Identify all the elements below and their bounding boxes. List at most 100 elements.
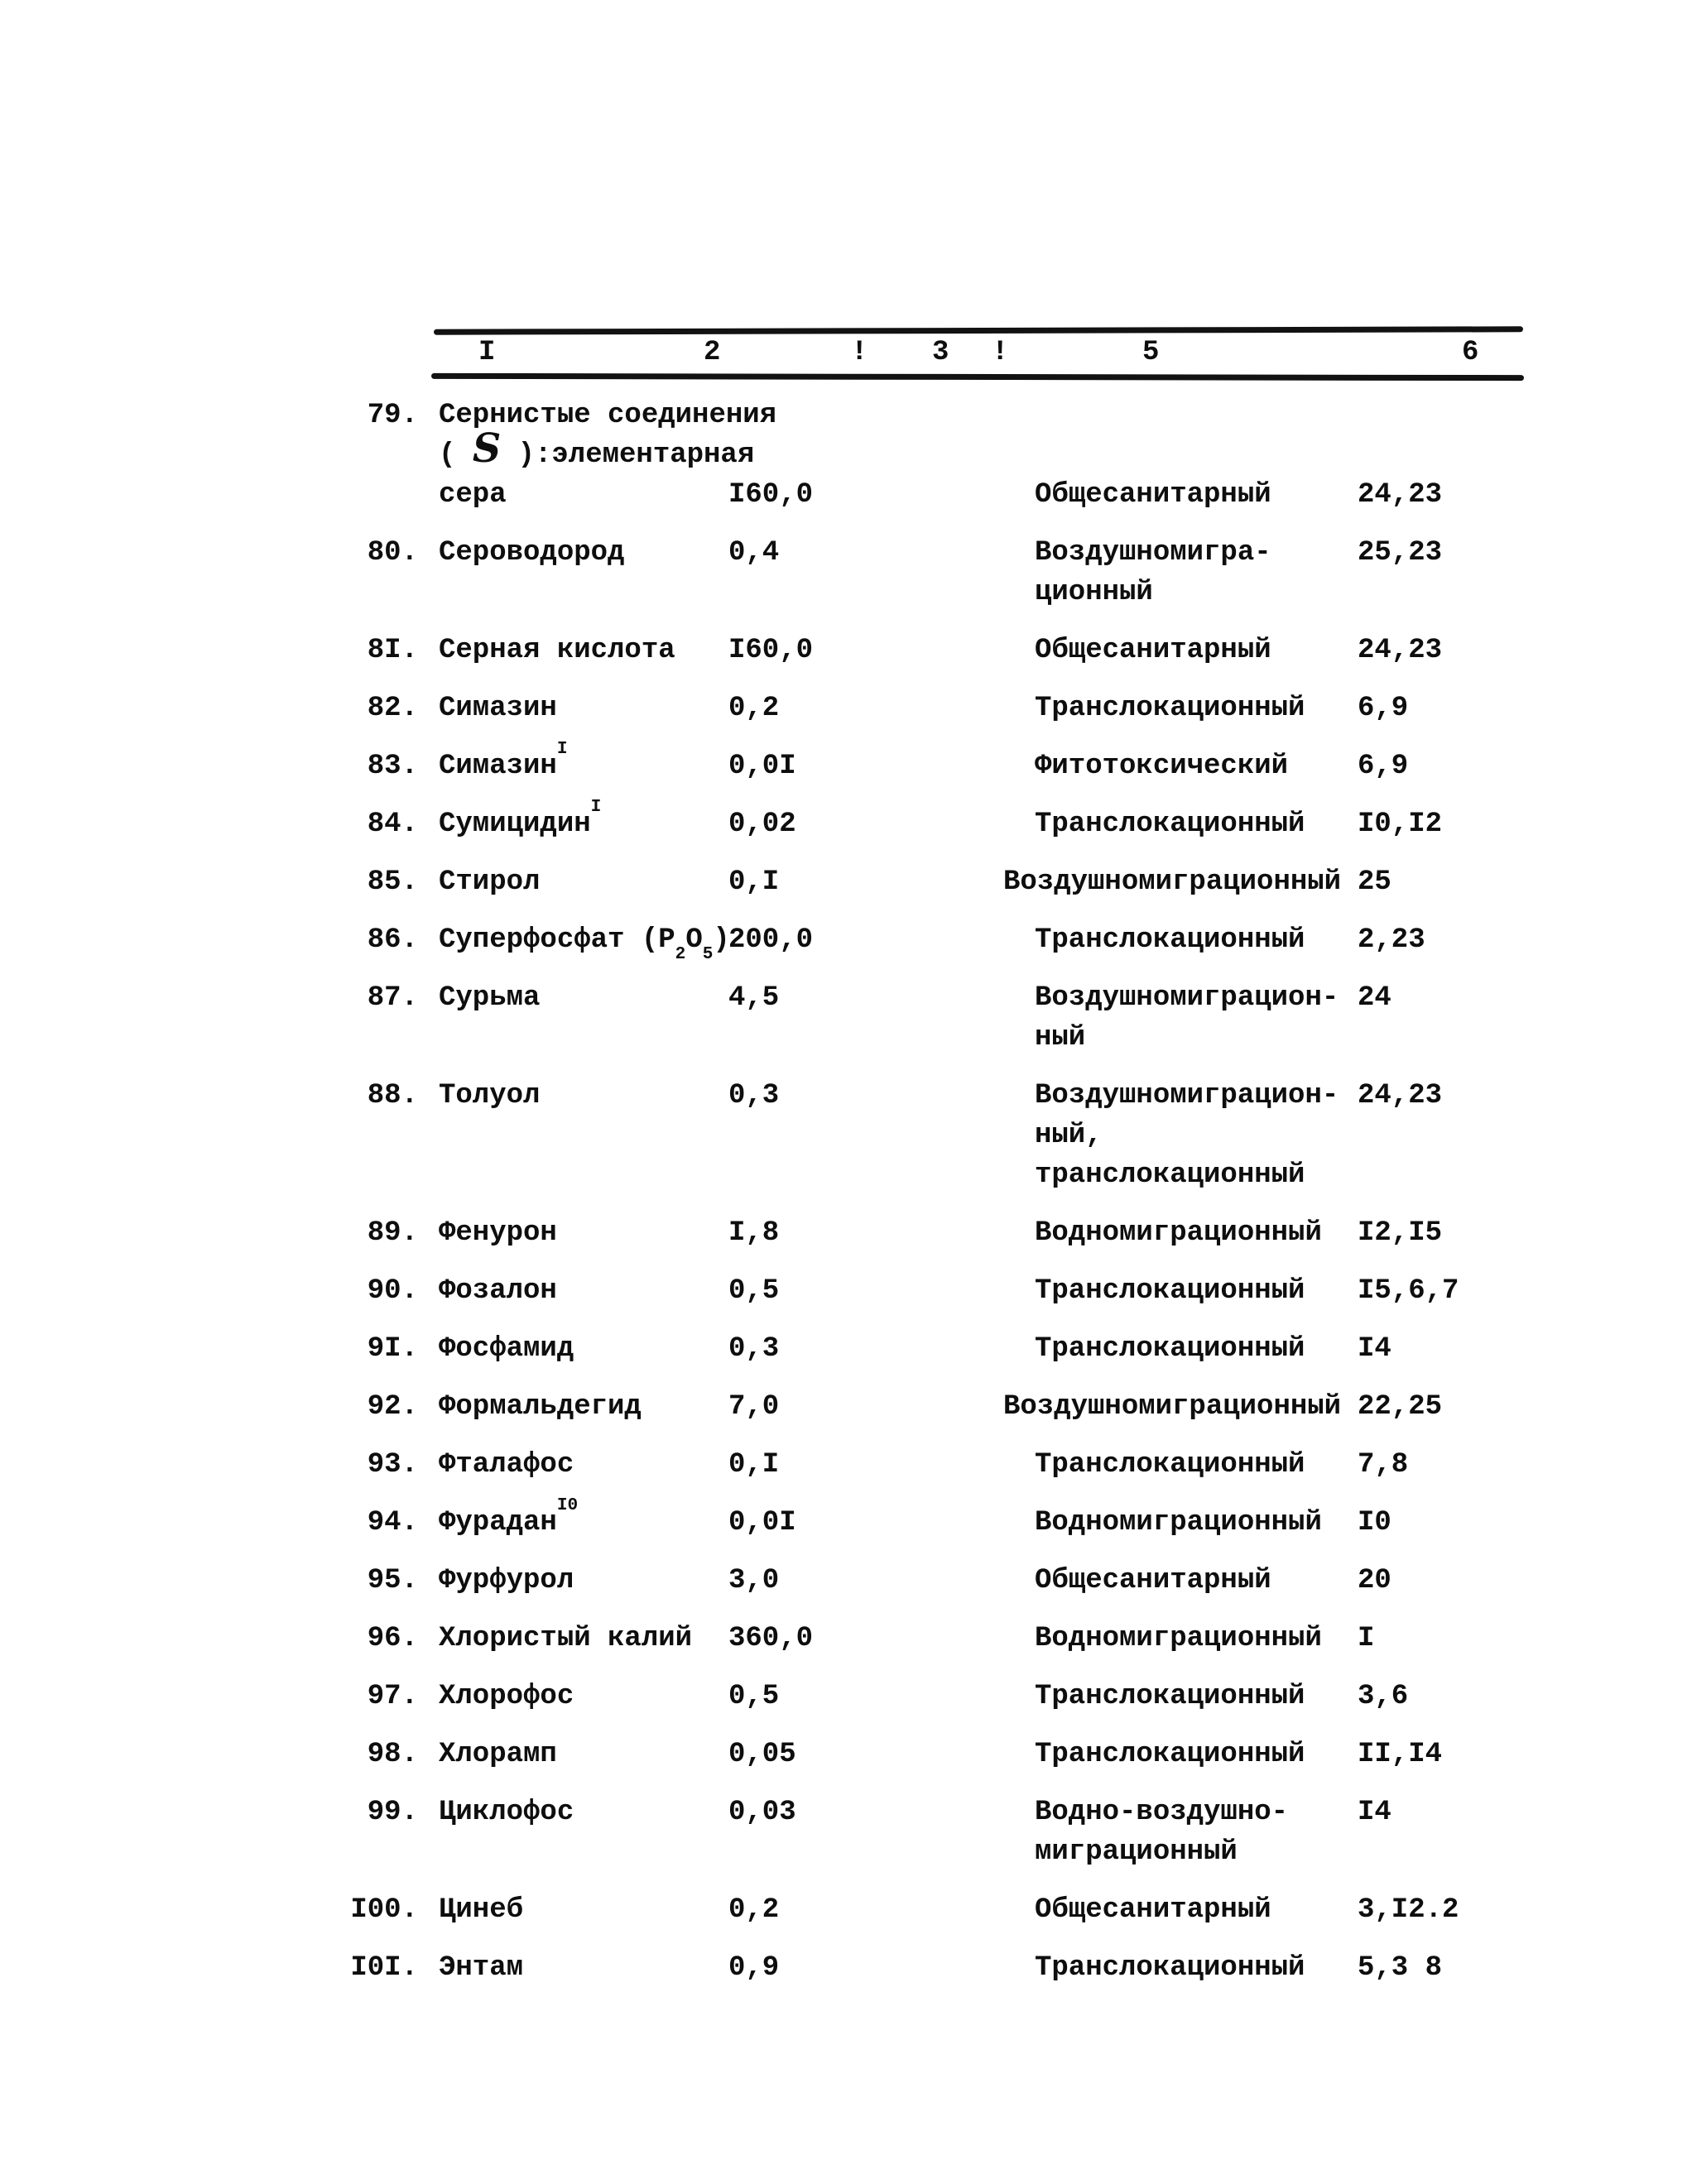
table-row: 79. Сернистые соединения( S ):элементарн…	[273, 396, 1680, 515]
concentration-value: 0,03	[728, 1797, 796, 1828]
reference-numbers: 3,I2.2	[1358, 1894, 1459, 1926]
hazard-indicator-type: Общесанитарный	[1035, 1565, 1271, 1596]
table-row: 89. Фенурон I,8 Водномиграционный I2,I5	[273, 1213, 1680, 1253]
table-row: 92. Формальдегид 7,0 Воздушномиграционны…	[273, 1387, 1680, 1427]
row-number: 79.	[367, 400, 418, 431]
substance-name: Сурьма	[439, 982, 541, 1014]
substance-name: Толуол	[439, 1080, 541, 1111]
concentration-value: 0,05	[728, 1739, 796, 1770]
row-number: 88.	[367, 1080, 418, 1111]
row-number: 99.	[367, 1797, 418, 1828]
reference-numbers: 24,23	[1358, 1080, 1443, 1111]
substance-name: Сернистые соединения( S ):элементарная се…	[439, 400, 777, 511]
concentration-value: 0,I	[728, 1449, 780, 1481]
concentration-value: I60,0	[728, 479, 814, 511]
substance-name: Сероводород	[439, 537, 625, 569]
hazard-indicator-type: Воздушномиграцион-ный	[1035, 982, 1339, 1054]
reference-numbers: 3,6	[1358, 1681, 1409, 1712]
substance-name: Энтам	[439, 1952, 524, 1984]
row-number: 92.	[367, 1391, 418, 1423]
reference-numbers: 7,8	[1358, 1449, 1409, 1481]
concentration-value: I60,0	[728, 635, 814, 666]
column-header-3: 3	[932, 337, 949, 368]
reference-numbers: 6,9	[1358, 693, 1409, 724]
hazard-indicator-type: Транслокационный	[1035, 1739, 1305, 1770]
hazard-indicator-type: Водномиграционный	[1035, 1623, 1322, 1654]
reference-numbers: I5,6,7	[1358, 1275, 1459, 1307]
table-row: 87. Сурьма 4,5 Воздушномиграцион-ный 24	[273, 978, 1680, 1058]
column-separator-mark: !	[992, 337, 1009, 368]
row-number: 83.	[367, 751, 418, 782]
row-number: I0I.	[350, 1952, 418, 1984]
hazard-indicator-type: Транслокационный	[1035, 924, 1305, 956]
hazard-indicator-type: Транслокационный	[1035, 1449, 1305, 1481]
concentration-value: 360,0	[728, 1623, 814, 1654]
column-header-6: 6	[1462, 337, 1479, 368]
row-number: 80.	[367, 537, 418, 569]
concentration-value: 4,5	[728, 982, 780, 1014]
hazard-indicator-type: Водно-воздушно-миграционный	[1035, 1797, 1289, 1868]
concentration-value: 0,5	[728, 1681, 780, 1712]
table-row: 9I. Фосфамид 0,3 Транслокационный I4	[273, 1329, 1680, 1369]
concentration-value: 0,3	[728, 1333, 780, 1365]
reference-numbers: 25	[1358, 866, 1391, 898]
table-row: 84. СумицидинI 0,02 Транслокационный I0,…	[273, 799, 1680, 844]
table-row: 83. СимазинI 0,0I Фитотоксический 6,9	[273, 739, 1680, 786]
concentration-value: 0,5	[728, 1275, 780, 1307]
table-header-bottom-rule	[430, 372, 1525, 382]
row-number: 85.	[367, 866, 418, 898]
reference-numbers: I4	[1358, 1333, 1391, 1365]
table-row: 8I. Серная кислота I60,0 Общесанитарный …	[273, 631, 1680, 670]
concentration-value: 0,4	[728, 537, 780, 569]
substance-name: Формальдегид	[439, 1391, 642, 1423]
row-number: 90.	[367, 1275, 418, 1307]
substance-name: Хлорамп	[439, 1739, 557, 1770]
reference-numbers: 2,23	[1358, 924, 1425, 956]
reference-numbers: 24,23	[1358, 635, 1443, 666]
substance-name: Фенурон	[439, 1217, 557, 1249]
substance-name: Фталафос	[439, 1449, 574, 1481]
substance-name: ФураданI0	[439, 1495, 579, 1538]
hazard-indicator-type: Транслокационный	[1035, 809, 1305, 840]
row-number: 89.	[367, 1217, 418, 1249]
row-number: 93.	[367, 1449, 418, 1481]
reference-numbers: II,I4	[1358, 1739, 1443, 1770]
reference-numbers: 5,3 8	[1358, 1952, 1443, 1984]
substance-name: СимазинI	[439, 739, 568, 782]
row-number: 9I.	[367, 1333, 418, 1365]
table-top-rule	[433, 326, 1524, 335]
table-row: 98. Хлорамп 0,05 Транслокационный II,I4	[273, 1735, 1680, 1774]
substance-name: Хлористый калий	[439, 1623, 693, 1654]
hazard-indicator-type: Общесанитарный	[1035, 1894, 1271, 1926]
concentration-value: 0,2	[728, 693, 780, 724]
concentration-value: 0,I	[728, 866, 780, 898]
reference-numbers: I2,I5	[1358, 1217, 1443, 1249]
column-header-1: I	[478, 337, 496, 368]
table-row: 86. Суперфосфат (P2O5) 200,0 Транслокаци…	[273, 920, 1680, 962]
reference-numbers: 24	[1358, 982, 1391, 1014]
row-number: 86.	[367, 924, 418, 956]
hazard-indicator-type: Фитотоксический	[1035, 751, 1289, 782]
table-row: 93. Фталафос 0,I Транслокационный 7,8	[273, 1445, 1680, 1485]
hazard-indicator-type: Общесанитарный	[1035, 479, 1271, 511]
row-number: 82.	[367, 693, 418, 724]
column-header-2: 2	[704, 337, 721, 368]
table-row: 85. Стирол 0,I Воздушномиграционный 25	[273, 862, 1680, 902]
hazard-indicator-type: Водномиграционный	[1035, 1507, 1322, 1538]
table-row: 99. Циклофос 0,03 Водно-воздушно-миграци…	[273, 1793, 1680, 1872]
substance-name: Фозалон	[439, 1275, 557, 1307]
concentration-value: 200,0	[728, 924, 814, 956]
reference-numbers: 24,23	[1358, 479, 1443, 511]
concentration-value: 3,0	[728, 1565, 780, 1596]
substance-name: Стирол	[439, 866, 541, 898]
concentration-value: 0,3	[728, 1080, 780, 1111]
reference-numbers: 22,25	[1358, 1391, 1443, 1423]
concentration-value: I,8	[728, 1217, 780, 1249]
reference-numbers: 20	[1358, 1565, 1391, 1596]
hazard-indicator-type: Транслокационный	[1035, 1333, 1305, 1365]
row-number: 87.	[367, 982, 418, 1014]
column-separator-mark: !	[851, 337, 868, 368]
hazard-indicator-type: Воздушномиграционный	[1003, 866, 1342, 898]
hazard-indicator-type: Транслокационный	[1035, 1275, 1305, 1307]
reference-numbers: I	[1358, 1623, 1375, 1654]
